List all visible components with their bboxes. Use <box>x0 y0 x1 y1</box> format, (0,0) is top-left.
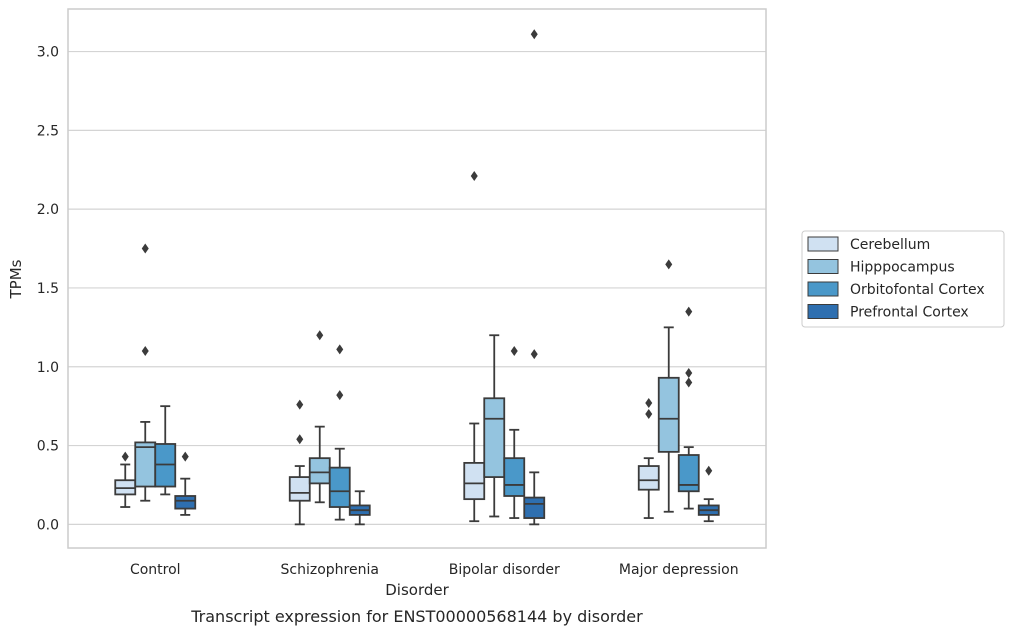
y-tick-label: 1.5 <box>37 281 59 297</box>
outlier-point <box>685 377 693 388</box>
y-tick-label: 2.0 <box>37 202 59 218</box>
x-tick-label: Schizophrenia <box>281 562 379 578</box>
outlier-point <box>296 434 304 445</box>
box-body <box>637 465 660 491</box>
box <box>174 451 197 516</box>
x-tick-label: Bipolar disorder <box>449 562 560 578</box>
box <box>657 259 680 513</box>
box-body <box>657 376 680 453</box>
legend-label: Cerebellum <box>850 237 930 253</box>
box <box>328 344 351 521</box>
outlier-point <box>141 243 149 254</box>
legend-swatch <box>807 236 839 252</box>
box-body <box>463 461 486 501</box>
outlier-point <box>685 368 693 379</box>
box <box>114 451 137 508</box>
box-body <box>308 457 331 485</box>
outlier-point <box>530 29 538 40</box>
x-tick-label: Control <box>130 562 181 578</box>
y-tick-label: 3.0 <box>37 45 59 61</box>
legend-frame <box>801 230 1005 328</box>
box <box>348 490 371 526</box>
box <box>697 465 720 523</box>
legend-swatch <box>807 281 839 297</box>
outlier-point <box>530 349 538 360</box>
x-tick-labels: Control Schizophrenia Bipolar disorder Majo… <box>130 562 739 578</box>
outlier-point <box>336 344 344 355</box>
legend-swatch <box>807 259 839 274</box>
box <box>483 334 506 518</box>
outlier-point <box>296 399 304 410</box>
series-hipppocampus <box>134 243 680 518</box>
series-cerebellum <box>114 171 660 526</box>
series-orbitofontal-cortex <box>154 306 700 521</box>
x-axis-label: Disorder <box>385 581 449 599</box>
legend-label: Hipppocampus <box>850 260 955 276</box>
legend-label: Prefrontal Cortex <box>850 305 969 321</box>
y-axis-label: TPMs <box>7 259 25 299</box>
chart-caption: Transcript expression for ENST0000056814… <box>190 607 643 626</box>
outlier-point <box>645 398 653 409</box>
outlier-point <box>316 330 324 341</box>
outlier-point <box>685 306 693 317</box>
box <box>154 405 177 496</box>
x-tick-label: Major depression <box>619 562 739 578</box>
outlier-point <box>645 409 653 420</box>
outlier-point <box>141 345 149 356</box>
box-body <box>174 495 197 510</box>
outlier-point <box>705 465 713 476</box>
box <box>523 29 546 526</box>
box <box>503 345 526 519</box>
y-tick-labels: 0.0 0.5 1.0 1.5 2.0 2.5 3.0 <box>37 45 59 534</box>
box-body <box>134 441 157 488</box>
gridlines <box>68 50 766 525</box>
y-tick-label: 0.5 <box>37 439 59 455</box>
box <box>677 306 700 510</box>
plot-frame <box>67 8 767 549</box>
y-tick-label: 1.0 <box>37 360 59 376</box>
legend: Cerebellum Hipppocampus Orbitofontal Corte… <box>801 230 1005 328</box>
outlier-point <box>336 390 344 401</box>
y-tick-label: 0.0 <box>37 517 59 533</box>
series-prefrontal-cortex <box>174 29 720 526</box>
box-body <box>677 454 700 493</box>
box <box>308 330 331 504</box>
outlier-point <box>510 345 518 356</box>
outlier-point <box>665 259 673 270</box>
box-body <box>483 397 506 478</box>
box <box>463 171 486 523</box>
box-series <box>114 29 720 526</box>
outlier-point <box>181 451 189 462</box>
box-body <box>288 476 311 502</box>
legend-swatch <box>807 304 839 319</box>
box <box>134 243 157 502</box>
box <box>288 399 311 526</box>
outlier-point <box>470 171 478 182</box>
box-body <box>523 496 546 519</box>
box-body <box>328 466 351 508</box>
y-tick-label: 2.5 <box>37 123 59 139</box>
box-body <box>503 457 526 497</box>
legend-label: Orbitofontal Cortex <box>850 282 985 298</box>
box <box>637 398 660 519</box>
outlier-point <box>121 451 129 462</box>
